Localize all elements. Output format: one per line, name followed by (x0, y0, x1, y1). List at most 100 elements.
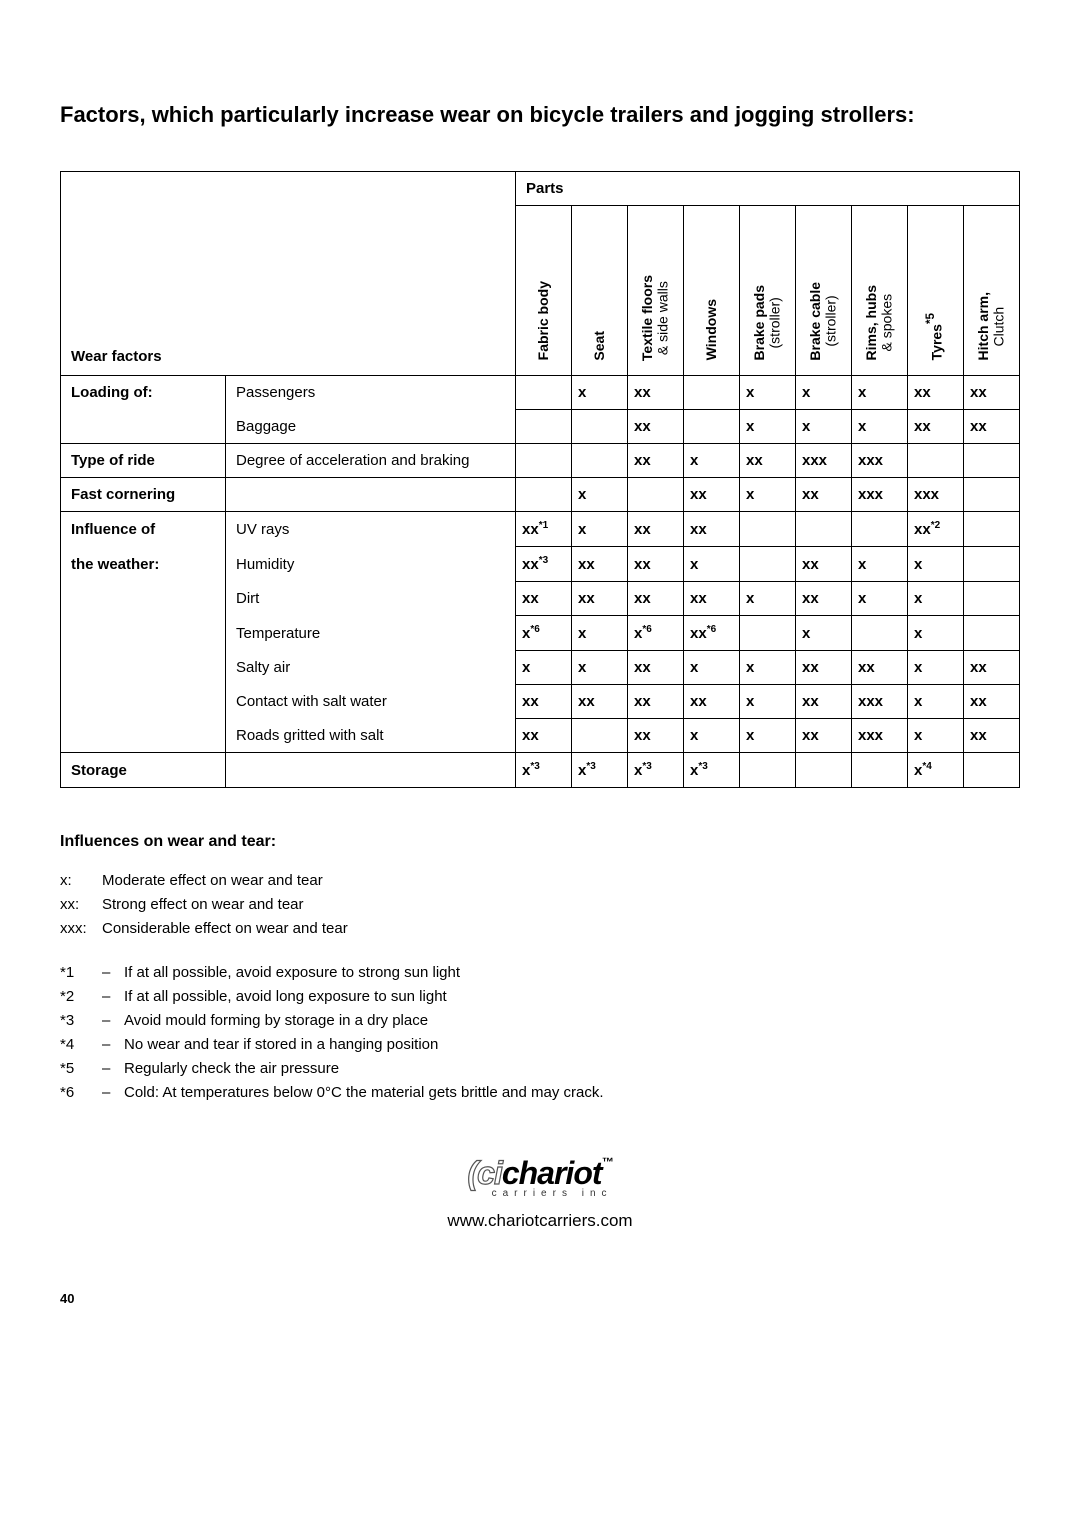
cell: xx (572, 684, 628, 718)
row-label (61, 684, 226, 718)
cell (964, 443, 1020, 477)
cell (740, 511, 796, 546)
row-sub-label: Degree of acceleration and braking (226, 443, 516, 477)
cell: xxx (852, 477, 908, 511)
cell: x (572, 477, 628, 511)
cell: xx (572, 581, 628, 615)
column-header: Brake pads(stroller) (740, 205, 796, 375)
row-label: Fast cornering (61, 477, 226, 511)
cell: x (852, 546, 908, 581)
row-sub-label (226, 477, 516, 511)
row-label (61, 718, 226, 752)
cell: x (572, 511, 628, 546)
legend-key: x: (60, 869, 102, 893)
cell: xx (516, 684, 572, 718)
cell (852, 615, 908, 650)
column-header: Textile floors& side walls (628, 205, 684, 375)
cell (684, 409, 740, 443)
footer: (cichariot™ carriers inc www.chariotcarr… (60, 1155, 1020, 1231)
cell: x (852, 581, 908, 615)
footnote-dash: – (102, 985, 124, 1009)
cell (572, 443, 628, 477)
cell: xx (796, 477, 852, 511)
cell: xxx (852, 718, 908, 752)
cell: xxx (908, 477, 964, 511)
footnote-key: *5 (60, 1057, 102, 1081)
column-header: Fabric body (516, 205, 572, 375)
row-sub-label: UV rays (226, 511, 516, 546)
wear-factors-header: Wear factors (61, 205, 516, 375)
footer-url: www.chariotcarriers.com (60, 1211, 1020, 1231)
row-label: the weather: (61, 546, 226, 581)
page-title: Factors, which particularly increase wea… (60, 100, 1020, 131)
cell: xx (516, 718, 572, 752)
wear-table: Parts Wear factors Fabric bodySeatTextil… (60, 171, 1020, 788)
cell: xxx (852, 443, 908, 477)
footnote-text: If at all possible, avoid exposure to st… (124, 961, 460, 985)
cell: x*6 (628, 615, 684, 650)
cell: xx (796, 718, 852, 752)
cell: xx (628, 409, 684, 443)
footnote-key: *6 (60, 1081, 102, 1105)
legend-item: xx:Strong effect on wear and tear (60, 893, 1020, 917)
logo-icon: (ci (467, 1155, 501, 1191)
table-head: Parts Wear factors Fabric bodySeatTextil… (61, 171, 1020, 375)
cell (796, 752, 852, 787)
footnotes: *1–If at all possible, avoid exposure to… (60, 961, 1020, 1105)
cell: x (740, 409, 796, 443)
cell (908, 443, 964, 477)
cell: xx (516, 581, 572, 615)
cell: xx*6 (684, 615, 740, 650)
table-row: Baggagexxxxxxxxx (61, 409, 1020, 443)
table-row: Salty airxxxxxxxxxxxxx (61, 650, 1020, 684)
cell: x (572, 650, 628, 684)
cell (796, 511, 852, 546)
cell: xx (684, 477, 740, 511)
cell: x (796, 375, 852, 409)
cell (852, 511, 908, 546)
cell: xx (628, 546, 684, 581)
row-label (61, 615, 226, 650)
page-number: 40 (60, 1291, 1020, 1306)
footnote: *6–Cold: At temperatures below 0°C the m… (60, 1081, 1020, 1105)
footnote-text: Regularly check the air pressure (124, 1057, 339, 1081)
cell: xx (964, 409, 1020, 443)
cell (740, 615, 796, 650)
column-header: Brake cable(stroller) (796, 205, 852, 375)
table-row: Loading of:Passengersxxxxxxxxxx (61, 375, 1020, 409)
row-sub-label: Roads gritted with salt (226, 718, 516, 752)
cell: x*6 (516, 615, 572, 650)
cell: x*3 (516, 752, 572, 787)
row-label (61, 409, 226, 443)
cell: xx (628, 718, 684, 752)
cell: xx (796, 684, 852, 718)
cell: xx (908, 409, 964, 443)
cell: xx (796, 650, 852, 684)
cell (964, 615, 1020, 650)
cell: xx (796, 581, 852, 615)
cell: xx (852, 650, 908, 684)
footnote-dash: – (102, 1033, 124, 1057)
cell: x*3 (684, 752, 740, 787)
cell: xx (628, 375, 684, 409)
cell (516, 443, 572, 477)
cell: x (684, 718, 740, 752)
cell: xx (964, 375, 1020, 409)
column-header: Windows (684, 205, 740, 375)
legend-item: xxx:Considerable effect on wear and tear (60, 917, 1020, 941)
cell (516, 409, 572, 443)
row-label: Loading of: (61, 375, 226, 409)
legend-key: xxx: (60, 917, 102, 941)
cell: xx (572, 546, 628, 581)
cell: xx (628, 443, 684, 477)
cell: xx (628, 684, 684, 718)
row-label (61, 650, 226, 684)
cell (740, 752, 796, 787)
cell (964, 546, 1020, 581)
footnote-dash: – (102, 1009, 124, 1033)
cell: xx (964, 650, 1020, 684)
footnote-dash: – (102, 1081, 124, 1105)
cell: xx (684, 581, 740, 615)
cell: xx (964, 684, 1020, 718)
legend-title: Influences on wear and tear: (60, 833, 1020, 851)
